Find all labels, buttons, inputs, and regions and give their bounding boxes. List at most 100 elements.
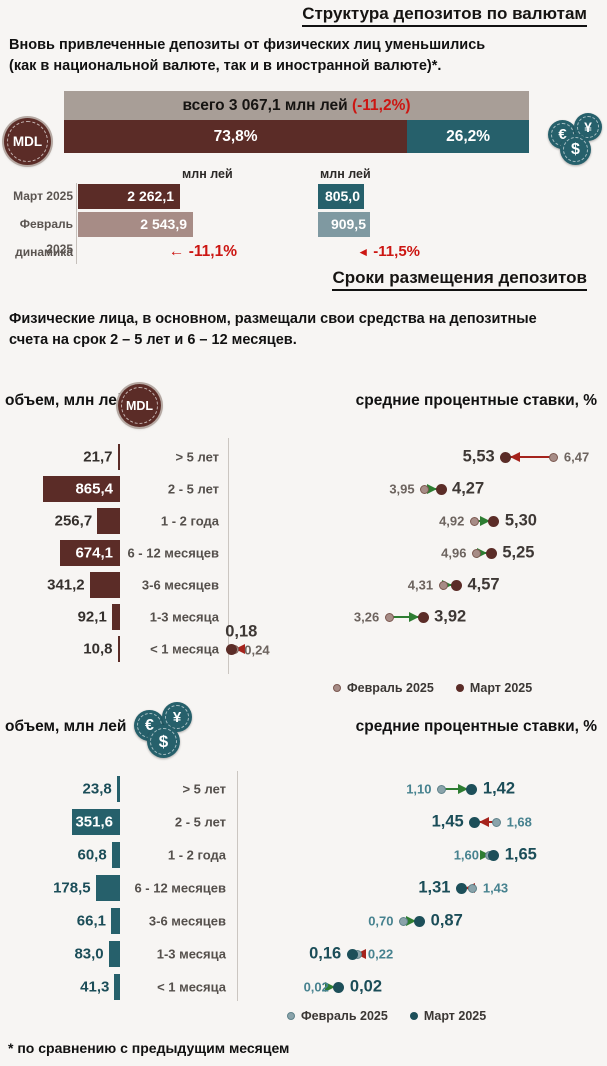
volume-bar	[114, 974, 120, 1000]
march-rate-label: 0,02	[349, 977, 383, 996]
mdl-mini-unit-label: млн лей	[182, 167, 233, 181]
term-label: 6 - 12 месяцев	[127, 545, 219, 561]
yen-coin-icon: ¥	[162, 702, 192, 732]
dollar-coin-icon: $	[147, 725, 180, 758]
term-label: 1 - 2 года	[160, 513, 219, 529]
volume-value: 256,7	[54, 512, 93, 530]
total-deposits-bar: всего 3 067,1 млн лей (-11,2%)	[64, 91, 529, 120]
term-label: 1-3 месяца	[156, 946, 226, 962]
mdl-volume-axis-label: объем, млн лей	[5, 392, 127, 409]
trend-line	[443, 787, 470, 791]
volume-value: 178,5	[53, 879, 91, 897]
volume-value: 865,4	[75, 480, 113, 498]
mdl-dynamics: ← -11,1%	[77, 239, 237, 264]
terms-section-title-text: Сроки размещения депозитов	[332, 268, 587, 291]
february-rate-label: 4,31	[407, 577, 434, 593]
mdl-coin-icon: MDL	[4, 118, 51, 165]
trend-line	[445, 583, 455, 587]
bar-fx-february-value: 909,5	[330, 216, 366, 232]
volume-value: 674,1	[75, 544, 113, 562]
march-dot	[488, 515, 500, 527]
february-rate-label: 0,02	[303, 979, 329, 995]
february-rate-label: 1,60	[453, 847, 479, 863]
bar-fx-march: 805,0	[318, 184, 364, 209]
currency-coins-icon: € ¥ $	[548, 113, 602, 165]
terms-section-title: Сроки размещения депозитов	[332, 268, 587, 291]
march-rate-label: 5,25	[502, 543, 535, 562]
term-label: 6 - 12 месяцев	[134, 880, 226, 896]
legend-march-label: Март 2025	[469, 681, 533, 695]
intro-line-1: Вновь привлеченные депозиты от физически…	[9, 37, 486, 53]
fx-dynamics-arrow-icon: ◄	[357, 245, 370, 259]
march-rate-label: 5,53	[462, 447, 495, 466]
volume-bar	[97, 508, 120, 534]
february-dot	[384, 612, 394, 622]
fx-rates-axis-label: средние процентные ставки, %	[355, 718, 597, 735]
currency-section-title: Структура депозитов по валютам	[302, 4, 587, 27]
legend-item-march: Март 2025	[409, 1009, 486, 1023]
february-rate-label: 1,68	[506, 814, 532, 830]
march-rate-label: 0,87	[430, 911, 463, 930]
volume-bar	[111, 604, 120, 630]
trend-arrowhead-icon	[457, 783, 468, 794]
mdl-share-segment: 73,8%	[64, 120, 408, 153]
legend-item-march: Март 2025	[455, 681, 533, 695]
february-dot	[492, 817, 502, 827]
legend-fx: Февраль 2025 Март 2025	[287, 1009, 486, 1023]
trend-arrowhead-icon	[427, 483, 438, 494]
march-dot	[414, 915, 426, 927]
trend-line	[405, 919, 418, 923]
term-label: 3-6 месяцев	[148, 913, 226, 929]
trend-arrowhead-icon	[479, 849, 490, 860]
march-dot	[225, 643, 237, 655]
term-label: 3-6 месяцев	[141, 577, 219, 593]
march-dot	[485, 547, 497, 559]
march-dot	[450, 579, 462, 591]
legend-item-february: Февраль 2025	[333, 681, 434, 695]
march-dot-icon	[455, 684, 464, 692]
volume-bar	[108, 941, 120, 967]
volume-bar	[110, 908, 120, 934]
march-dot	[488, 849, 500, 861]
march-dot	[500, 451, 512, 463]
march-dot	[333, 981, 345, 993]
fx-dynamics: ◄ -11,5%	[318, 239, 420, 264]
march-rate-label: 1,45	[431, 812, 464, 831]
legend-item-february: Февраль 2025	[287, 1009, 388, 1023]
volume-bar	[117, 444, 120, 470]
volume-bar	[95, 875, 120, 901]
trend-arrowhead-icon	[509, 451, 520, 462]
volume-bar	[43, 476, 120, 502]
fx-share-segment: 26,2%	[407, 120, 529, 153]
february-dot-icon	[287, 1012, 295, 1020]
terms-paragraph: Физические лица, в основном, размещали с…	[9, 309, 597, 351]
mini-row-label-dynamics: динамика	[15, 245, 73, 259]
trend-arrowhead-icon	[465, 882, 476, 893]
february-dot	[334, 982, 344, 992]
volume-bar	[72, 809, 120, 835]
mdl-coin-text: MDL	[12, 134, 43, 149]
february-dot-icon	[333, 684, 341, 692]
term-label: 2 - 5 лет	[174, 814, 226, 830]
trend-arrowhead-icon	[442, 579, 453, 590]
february-rate-label: 3,95	[389, 481, 415, 497]
bar-mdl-february-value: 2 543,9	[140, 216, 187, 232]
term-label: 1 - 2 года	[167, 847, 226, 863]
volume-value: 60,8	[77, 846, 107, 864]
currency-split-bar: 73,8% 26,2%	[64, 120, 529, 153]
march-dot	[417, 611, 429, 623]
trend-arrowhead-icon	[235, 643, 246, 654]
term-label: < 1 месяца	[157, 979, 226, 995]
trend-line	[476, 519, 492, 523]
mdl-share-value: 73,8%	[213, 127, 258, 145]
february-dot	[438, 580, 448, 590]
mdl-dynamics-value: -11,1%	[188, 243, 237, 260]
intro-paragraph: Вновь привлеченные депозиты от физически…	[9, 35, 597, 77]
march-rate-label: 3,92	[434, 607, 467, 626]
march-rate-label: 1,42	[482, 779, 516, 798]
february-rate-label: 6,47	[563, 449, 590, 465]
february-dot	[468, 883, 478, 893]
trend-arrowhead-icon	[405, 915, 416, 926]
